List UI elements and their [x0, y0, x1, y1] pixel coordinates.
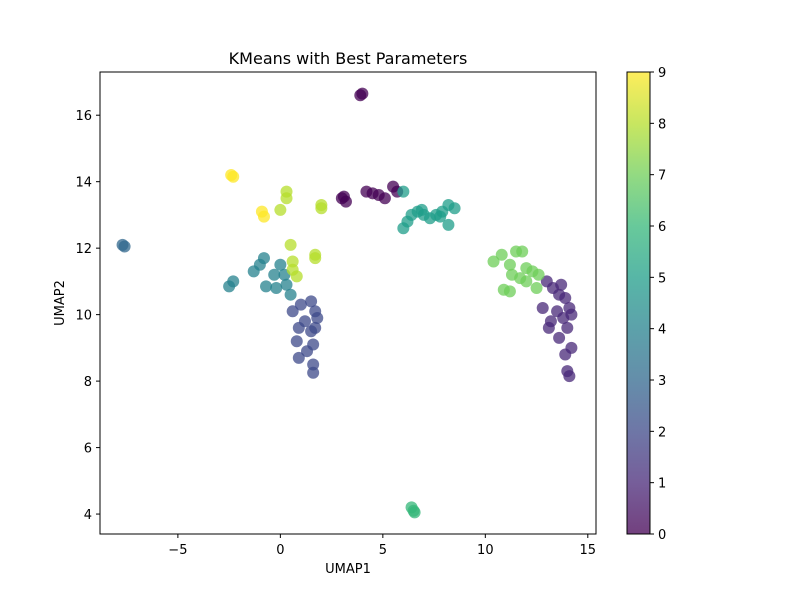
data-point: [495, 248, 508, 261]
colorbar-frame: [626, 71, 651, 535]
data-point: [442, 218, 455, 231]
data-point: [434, 210, 447, 223]
data-point: [257, 210, 270, 223]
data-point: [268, 268, 281, 281]
data-point: [553, 331, 566, 344]
data-point: [530, 282, 543, 295]
data-point: [536, 301, 549, 314]
chart-title: KMeans with Best Parameters: [229, 49, 468, 68]
y-tick-label: 8: [84, 375, 92, 390]
data-point: [408, 506, 421, 519]
plot-frame: [99, 71, 597, 535]
data-point: [559, 348, 572, 361]
data-point: [227, 275, 240, 288]
colorbar-tick-label: 8: [658, 117, 666, 132]
y-tick-label: 14: [75, 176, 92, 191]
data-point: [290, 335, 303, 348]
data-point: [292, 321, 305, 334]
data-point: [294, 298, 307, 311]
data-point: [356, 87, 369, 100]
data-point: [284, 288, 297, 301]
y-tick-label: 6: [84, 442, 92, 457]
data-point: [487, 255, 500, 268]
data-point: [520, 275, 533, 288]
data-point: [305, 295, 318, 308]
data-point: [309, 321, 322, 334]
data-point: [286, 305, 299, 318]
data-point: [565, 308, 578, 321]
data-point: [301, 345, 314, 358]
colorbar-tick-label: 6: [658, 220, 666, 235]
x-tick-label: 5: [379, 543, 387, 558]
x-axis-ticks: −5 0 5 10 15: [168, 534, 596, 558]
data-point: [516, 245, 529, 258]
colorbar-tick-label: 2: [658, 425, 666, 440]
data-point: [280, 278, 293, 291]
colorbar-gradient: [627, 72, 650, 534]
y-tick-label: 16: [75, 109, 92, 124]
data-point: [311, 311, 324, 324]
data-point: [397, 185, 410, 198]
data-point: [337, 190, 350, 203]
colorbar-tick-label: 1: [658, 477, 666, 492]
colorbar-tick-label: 5: [658, 271, 666, 286]
data-point: [542, 321, 555, 334]
x-axis-label: UMAP1: [325, 562, 371, 577]
data-point: [532, 268, 545, 281]
data-point: [563, 370, 576, 383]
data-point: [260, 280, 273, 293]
data-point: [415, 203, 428, 216]
y-tick-label: 12: [75, 242, 92, 257]
data-point: [286, 255, 299, 268]
data-point: [257, 252, 270, 265]
colorbar-tick-label: 4: [658, 323, 666, 338]
data-point: [561, 321, 574, 334]
colorbar-tick-label: 0: [658, 528, 666, 543]
colorbar: 0 1 2 3 4 5 6 7 8 9: [626, 66, 666, 543]
data-point: [307, 366, 320, 379]
data-point: [559, 292, 572, 305]
y-axis-label: UMAP2: [53, 280, 68, 326]
colorbar-ticks: 0 1 2 3 4 5 6 7 8 9: [650, 66, 666, 543]
data-point: [274, 258, 287, 271]
data-point: [290, 270, 303, 283]
data-point: [315, 202, 328, 215]
colorbar-tick-label: 3: [658, 374, 666, 389]
data-point: [270, 282, 283, 295]
colorbar-tick-label: 7: [658, 169, 666, 184]
y-axis-ticks: 4 6 8 10 12 14 16: [75, 109, 100, 523]
data-point: [555, 278, 568, 291]
x-tick-label: 15: [580, 543, 597, 558]
data-point: [227, 170, 240, 183]
x-tick-label: 0: [276, 543, 284, 558]
data-point: [448, 202, 461, 215]
y-tick-label: 4: [84, 508, 92, 523]
data-point: [292, 351, 305, 364]
data-point: [284, 238, 297, 251]
data-point: [118, 240, 131, 253]
data-point: [280, 192, 293, 205]
colorbar-tick-label: 9: [658, 66, 666, 81]
y-tick-label: 10: [75, 309, 92, 324]
data-point: [309, 252, 322, 265]
points-layer: [116, 87, 578, 519]
data-point: [503, 285, 516, 298]
data-point: [274, 203, 287, 216]
x-tick-label: 10: [477, 543, 494, 558]
x-tick-label: −5: [168, 543, 187, 558]
data-point: [307, 358, 320, 371]
data-point: [378, 192, 391, 205]
data-point: [503, 258, 516, 271]
